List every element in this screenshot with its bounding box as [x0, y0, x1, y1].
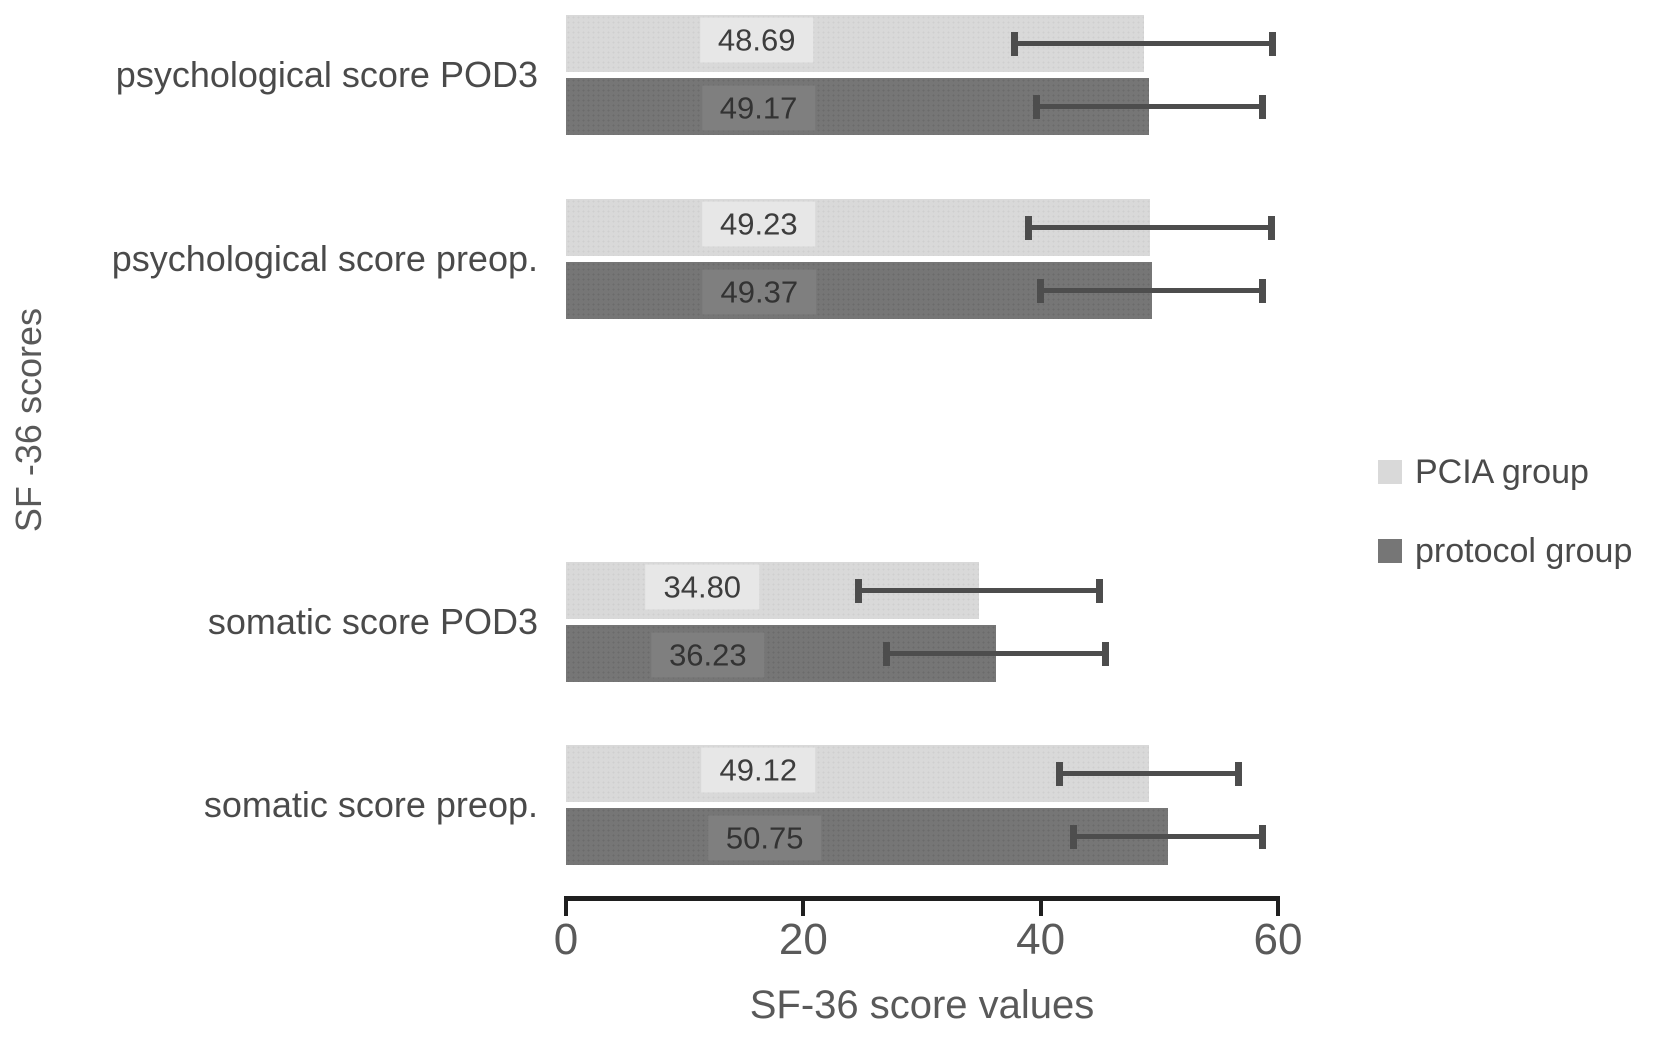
error-bar-right-cap: [1259, 94, 1267, 119]
x-axis-tick-60: [1276, 896, 1280, 916]
value-label-protocol-group-somatic-score-pod3: 36.23: [651, 632, 765, 678]
x-axis-tick-label-0: 0: [553, 915, 579, 964]
value-label-pcia-group-somatic-score-preop: 49.12: [701, 747, 816, 793]
x-axis-tick-label-40: 40: [1016, 915, 1066, 964]
bar-protocol-group-somatic-score-preop: 50.75: [566, 808, 1169, 865]
error-bar-right-cap: [1259, 824, 1267, 849]
error-bar-right-cap: [1269, 31, 1277, 56]
value-label-pcia-group-psychological-score-pod3: 48.69: [699, 17, 814, 63]
bar-protocol-group-somatic-score-pod3: 36.23: [566, 625, 996, 682]
legend: PCIA group protocol group: [1378, 452, 1632, 572]
error-bar-pcia-group-somatic-score-pod3: [854, 578, 1103, 603]
error-bar-pcia-group-psychological-score-pod3: [1011, 31, 1277, 56]
x-axis-tick-label-20: 20: [778, 915, 828, 964]
legend-item-pcia-group: PCIA group: [1378, 452, 1632, 493]
error-bar-left-cap: [1055, 761, 1063, 786]
error-bar-left-cap: [1011, 31, 1019, 56]
category-label-psychological-score-preop: psychological score preop.: [111, 238, 538, 279]
x-axis-tick-40: [1038, 896, 1043, 916]
error-bar-protocol-group-psychological-score-pod3: [1032, 94, 1267, 119]
error-bar-right-cap: [1095, 578, 1103, 603]
error-bar-left-cap: [1032, 94, 1040, 119]
category-label-somatic-score-pod3: somatic score POD3: [207, 601, 538, 642]
protocol-group-swatch-icon: [1378, 539, 1402, 564]
bar-pcia-group-somatic-score-pod3: 34.80: [566, 562, 979, 619]
error-bar-protocol-group-somatic-score-preop: [1070, 824, 1267, 849]
legend-item-protocol-group: protocol group: [1378, 531, 1632, 572]
error-bar-right-cap: [1102, 641, 1110, 666]
legend-label-pcia-group: PCIA group: [1415, 453, 1589, 491]
x-axis-tick-20: [801, 896, 806, 916]
error-bar-pcia-group-psychological-score-preop: [1024, 215, 1276, 240]
category-label-somatic-score-preop: somatic score preop.: [203, 784, 538, 825]
error-bar-right-cap: [1268, 215, 1276, 240]
error-bar-left-cap: [1024, 215, 1032, 240]
legend-label-protocol-group: protocol group: [1415, 531, 1633, 570]
value-label-protocol-group-psychological-score-preop: 49.37: [702, 269, 817, 315]
value-label-protocol-group-somatic-score-preop: 50.75: [707, 815, 822, 861]
value-label-pcia-group-somatic-score-pod3: 34.80: [645, 564, 760, 610]
value-label-pcia-group-psychological-score-preop: 49.23: [701, 201, 816, 247]
x-axis-tick-label-60: 60: [1253, 915, 1303, 964]
category-label-psychological-score-pod3: psychological score POD3: [115, 54, 538, 95]
bar-pcia-group-psychological-score-preop: 49.23: [566, 199, 1151, 256]
y-axis-title: SF -36 scores: [8, 308, 49, 533]
error-bar-right-cap: [1259, 278, 1267, 303]
error-bar-pcia-group-somatic-score-preop: [1055, 761, 1243, 786]
x-axis-title: SF-36 score values: [749, 983, 1095, 1027]
error-bar-protocol-group-somatic-score-pod3: [882, 641, 1110, 666]
x-axis-line: [564, 896, 1280, 901]
error-bar-protocol-group-psychological-score-preop: [1037, 278, 1267, 303]
error-bar-right-cap: [1235, 761, 1243, 786]
error-bar-left-cap: [882, 641, 890, 666]
error-bar-left-cap: [1037, 278, 1045, 303]
value-label-protocol-group-psychological-score-pod3: 49.17: [701, 85, 816, 131]
pcia-group-swatch-icon: [1378, 460, 1402, 485]
error-bar-left-cap: [854, 578, 862, 603]
bar-pcia-group-somatic-score-preop: 49.12: [566, 745, 1149, 802]
x-axis-tick-0: [564, 896, 568, 916]
error-bar-left-cap: [1070, 824, 1078, 849]
